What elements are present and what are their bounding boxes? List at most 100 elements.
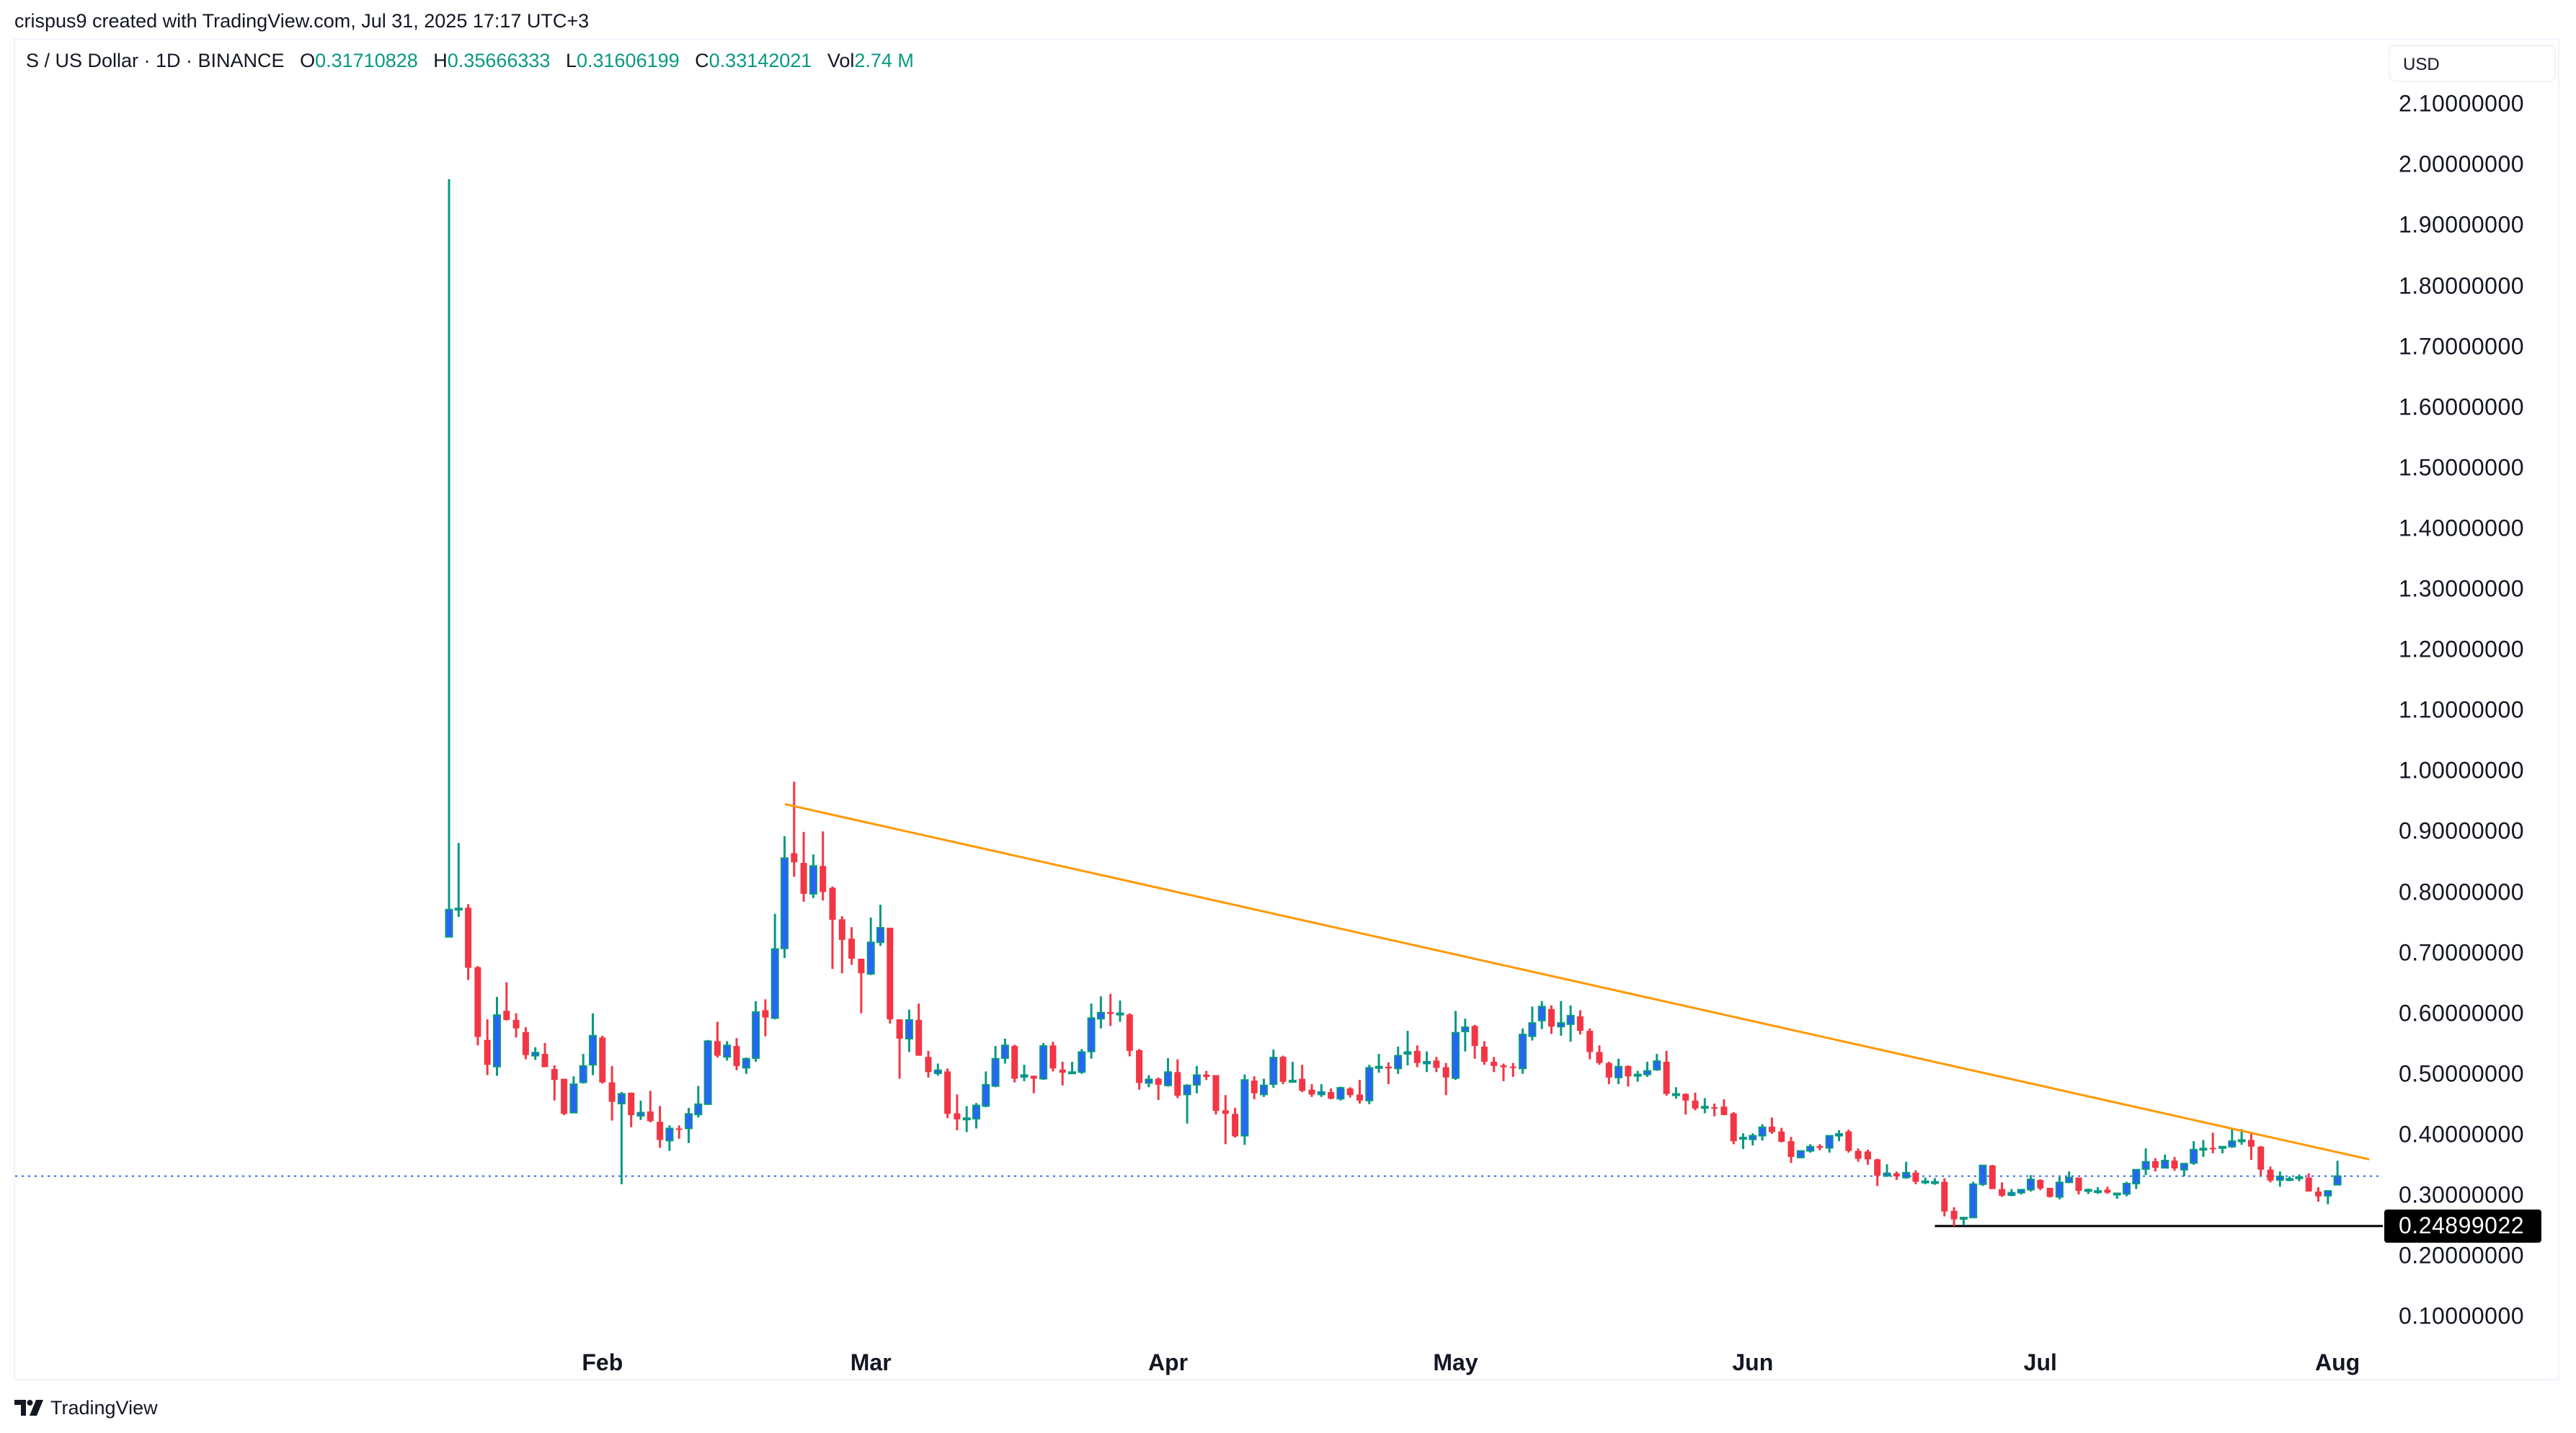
candle xyxy=(628,1092,635,1127)
candle xyxy=(551,1065,558,1101)
candle xyxy=(1749,1133,1757,1146)
candle xyxy=(1174,1059,1181,1099)
candle xyxy=(1950,1207,1958,1226)
candle xyxy=(2075,1177,2082,1195)
candle xyxy=(1059,1061,1066,1086)
candle xyxy=(1509,1062,1516,1078)
candle xyxy=(2324,1190,2332,1204)
candle xyxy=(703,1039,712,1105)
candle xyxy=(762,999,769,1037)
candle xyxy=(2132,1168,2141,1189)
price-tick-label: 0.90000000 xyxy=(2399,817,2525,844)
candle xyxy=(2123,1181,2131,1197)
candle xyxy=(2305,1173,2312,1192)
candle xyxy=(561,1078,568,1115)
candle xyxy=(1269,1050,1278,1088)
close-label: C xyxy=(695,50,709,71)
candle xyxy=(1087,1003,1096,1059)
candle xyxy=(647,1091,654,1123)
candle xyxy=(1596,1045,1603,1065)
time-tick-label: Aug xyxy=(2314,1349,2360,1375)
chart-credit: crispus9 created with TradingView.com, J… xyxy=(14,10,590,32)
candle xyxy=(1999,1182,2006,1197)
candle xyxy=(2084,1188,2092,1194)
candle xyxy=(569,1076,578,1114)
candle xyxy=(636,1100,645,1120)
open-label: O xyxy=(300,50,316,71)
candle xyxy=(2141,1148,2150,1176)
candle xyxy=(579,1054,587,1084)
symbol-title[interactable]: S / US Dollar · 1D · BINANCE xyxy=(26,50,285,71)
candle xyxy=(1442,1062,1449,1096)
currency-selector[interactable]: USD xyxy=(2389,45,2556,82)
candle xyxy=(2113,1192,2121,1199)
candle xyxy=(1212,1075,1220,1115)
candle xyxy=(848,927,856,965)
candle xyxy=(1078,1049,1086,1074)
candle xyxy=(1403,1031,1412,1066)
candle xyxy=(1308,1084,1315,1097)
price-tick-label: 2.10000000 xyxy=(2399,90,2525,117)
candle xyxy=(1011,1044,1018,1083)
candle xyxy=(915,1003,923,1056)
candle xyxy=(972,1103,980,1129)
candle xyxy=(484,1019,491,1075)
candle xyxy=(1959,1217,1968,1226)
candle xyxy=(1864,1149,1871,1165)
price-tick-label: 1.60000000 xyxy=(2399,394,2525,420)
candle xyxy=(1423,1051,1431,1073)
candle xyxy=(2199,1140,2208,1158)
candle xyxy=(2151,1158,2159,1172)
candle xyxy=(2046,1187,2053,1198)
candle xyxy=(858,959,865,1013)
candle xyxy=(1480,1041,1488,1065)
candle xyxy=(2219,1145,2226,1153)
candle xyxy=(599,1035,606,1084)
candle xyxy=(1145,1075,1153,1088)
candle xyxy=(2055,1176,2064,1199)
price-tick-label: 0.50000000 xyxy=(2399,1060,2525,1087)
candle xyxy=(1374,1054,1383,1073)
descending-trendline[interactable] xyxy=(784,803,2370,1161)
brand-name: TradingView xyxy=(50,1396,158,1419)
candle xyxy=(742,1057,750,1074)
candle xyxy=(1461,1019,1470,1052)
price-tick-label: 0.60000000 xyxy=(2399,1000,2525,1026)
candle xyxy=(1365,1065,1374,1104)
open-value: 0.31710828 xyxy=(315,50,418,71)
candle xyxy=(1528,1006,1537,1041)
candle xyxy=(1222,1095,1229,1145)
candle xyxy=(1720,1099,1728,1115)
price-tick-label: 2.00000000 xyxy=(2399,151,2525,177)
symbol-legend: S / US Dollar · 1D · BINANCE O0.31710828… xyxy=(26,50,914,72)
candle xyxy=(1796,1150,1805,1158)
candle xyxy=(1068,1061,1076,1075)
volume-label: Vol xyxy=(827,50,855,71)
time-tick-label: Mar xyxy=(850,1349,892,1375)
price-tick-label: 0.40000000 xyxy=(2399,1121,2525,1148)
high-value: 0.35666333 xyxy=(447,50,551,71)
price-tick-label: 0.30000000 xyxy=(2399,1181,2525,1208)
candle xyxy=(1192,1065,1201,1093)
high-label: H xyxy=(433,50,448,71)
candle xyxy=(1855,1148,1862,1162)
candle xyxy=(1700,1098,1709,1114)
candle xyxy=(733,1038,740,1070)
candle xyxy=(1164,1057,1172,1087)
candle xyxy=(1625,1065,1632,1087)
candle xyxy=(954,1094,961,1131)
candle xyxy=(1912,1170,1919,1184)
candle xyxy=(752,1001,760,1062)
time-tick-label: Apr xyxy=(1147,1349,1189,1375)
low-value: 0.31606199 xyxy=(576,50,680,71)
candle xyxy=(1107,993,1114,1026)
candle xyxy=(723,1041,732,1061)
tradingview-brand[interactable]: TradingView xyxy=(14,1397,158,1419)
candle xyxy=(982,1071,990,1108)
candle xyxy=(991,1046,1000,1088)
time-tick-label: Feb xyxy=(582,1349,623,1375)
candle xyxy=(2209,1132,2216,1153)
candle xyxy=(1136,1049,1143,1090)
candle xyxy=(1000,1039,1009,1064)
